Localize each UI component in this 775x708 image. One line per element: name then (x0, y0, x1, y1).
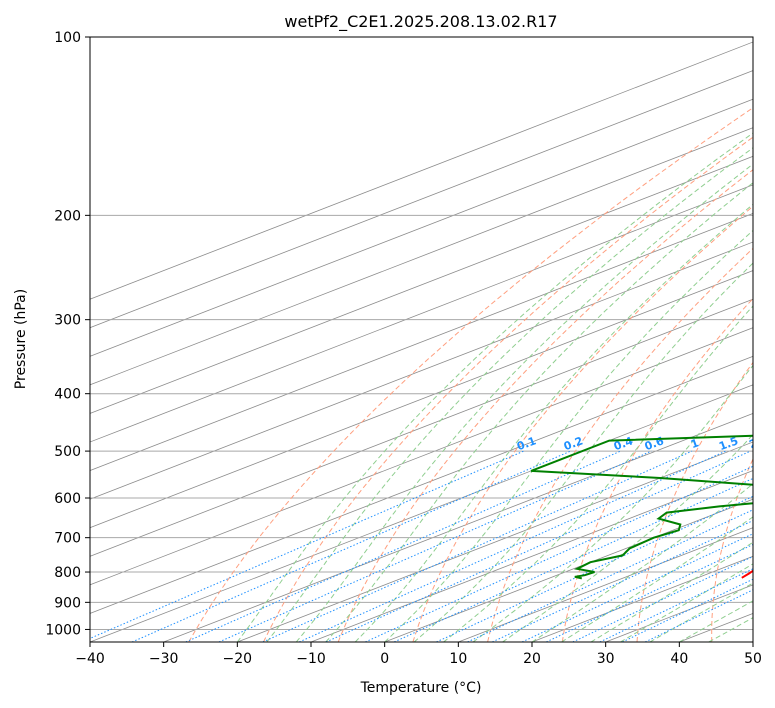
moist-adiabat-8 (443, 305, 753, 642)
mixing-ratio-line (546, 543, 753, 642)
isotherm--10 (310, 470, 753, 642)
isotherm--80 (90, 270, 753, 529)
y-axis-label: Pressure (hPa) (13, 289, 29, 389)
isotherm--110 (90, 184, 753, 443)
y-tick-label: 200 (54, 208, 81, 224)
dry-adiabat-10 (487, 247, 753, 642)
moist-adiabat-28 (590, 541, 753, 642)
mixing-ratio-line (644, 589, 753, 642)
moist-adiabat--8 (325, 182, 753, 642)
mixing-ratio-line (298, 450, 726, 642)
dry-adiabat-40 (711, 457, 753, 642)
dewpoint-profile (530, 434, 753, 580)
moist-adiabat-16 (502, 433, 753, 642)
x-tick-label: 0 (380, 651, 389, 667)
moist-adiabat-4 (413, 262, 753, 642)
dry-adiabat-20 (561, 297, 753, 642)
isotherm--100 (90, 212, 753, 472)
dry-adiabat-30 (636, 361, 753, 642)
x-tick-label: −40 (75, 651, 105, 667)
x-tick-label: −30 (149, 651, 179, 667)
plot-frame (89, 36, 754, 643)
isotherm--30 (163, 412, 753, 642)
mixing-ratio-label: 2 (748, 436, 760, 451)
moist-adiabat-0 (384, 229, 753, 642)
mixing-ratio-line (185, 450, 621, 642)
isotherm--90 (90, 241, 753, 500)
x-tick-label: −10 (296, 651, 326, 667)
mixing-ratio-label: 1 (689, 436, 701, 451)
moist-adiabat--16 (266, 147, 753, 642)
isotherm--50 (90, 355, 753, 614)
isotherm--120 (90, 155, 753, 414)
isotherm--160 (90, 41, 753, 300)
isotherm--130 (90, 127, 753, 386)
y-tick-label: 900 (54, 595, 81, 611)
x-tick-label: 50 (744, 651, 762, 667)
mixing-ratio-line (365, 465, 753, 642)
isotherm-10 (458, 527, 753, 642)
moist-adiabat-36 (649, 582, 753, 642)
moist-adiabat--12 (295, 163, 753, 642)
moist-adiabat--4 (354, 203, 753, 642)
mixing-ratio-line (572, 555, 753, 642)
mixing-ratio-label: 0.1 (515, 434, 538, 453)
dry-adiabat-0 (412, 205, 753, 642)
mixing-ratio-line (218, 450, 652, 642)
y-tick-label: 600 (54, 491, 81, 507)
y-tick-label: 100 (54, 30, 81, 46)
isotherm--140 (90, 98, 753, 357)
y-tick-label: 300 (54, 313, 81, 329)
isotherm-lines (90, 41, 753, 642)
x-axis-label: Temperature (°C) (360, 680, 482, 696)
x-tick-label: 40 (670, 651, 688, 667)
dry-adiabat--30 (188, 107, 753, 642)
isotherm--20 (237, 441, 753, 642)
mixing-ratio-lines (90, 450, 753, 642)
mixing-ratio-line (467, 509, 753, 642)
mixing-ratio-line (436, 495, 753, 642)
dry-adiabat--10 (337, 169, 753, 642)
dry-adiabat-lines (188, 107, 753, 642)
x-tick-label: 20 (523, 651, 541, 667)
mixing-ratio-line (325, 450, 751, 642)
isotherm--150 (90, 70, 753, 329)
y-tick-label: 700 (54, 531, 81, 547)
mixing-ratio-label: 1.5 (717, 434, 740, 453)
y-tick-label: 1000 (45, 622, 81, 638)
isobar-gridlines (90, 37, 753, 630)
mixing-ratio-line (90, 450, 524, 639)
y-tick-label: 800 (54, 565, 81, 581)
moist-adiabat--20 (236, 132, 753, 642)
isotherm--70 (90, 298, 753, 557)
sounding-profiles (530, 434, 753, 580)
y-axis-ticks: 100 200 300 400 500 600 700 800 900 1000 (45, 30, 90, 638)
y-tick-label: 400 (54, 387, 81, 403)
x-tick-label: 10 (449, 651, 467, 667)
x-axis-ticks: −40 −30 −20 −10 0 10 20 30 40 50 (75, 642, 762, 667)
moist-adiabat-20 (531, 483, 753, 642)
isotherm--60 (90, 327, 753, 586)
x-tick-label: 30 (597, 651, 615, 667)
dry-adiabat--20 (263, 136, 753, 642)
mixing-ratio-line (393, 477, 753, 642)
isotherm--40 (90, 384, 753, 642)
mixing-ratio-label: 0.2 (562, 434, 585, 453)
chart-title: wetPf2_C2E1.2025.208.13.02.R17 (284, 12, 557, 32)
moist-adiabat-lines (236, 132, 753, 642)
y-tick-label: 500 (54, 444, 81, 460)
moist-adiabat-32 (620, 563, 753, 642)
x-tick-label: −20 (223, 651, 253, 667)
